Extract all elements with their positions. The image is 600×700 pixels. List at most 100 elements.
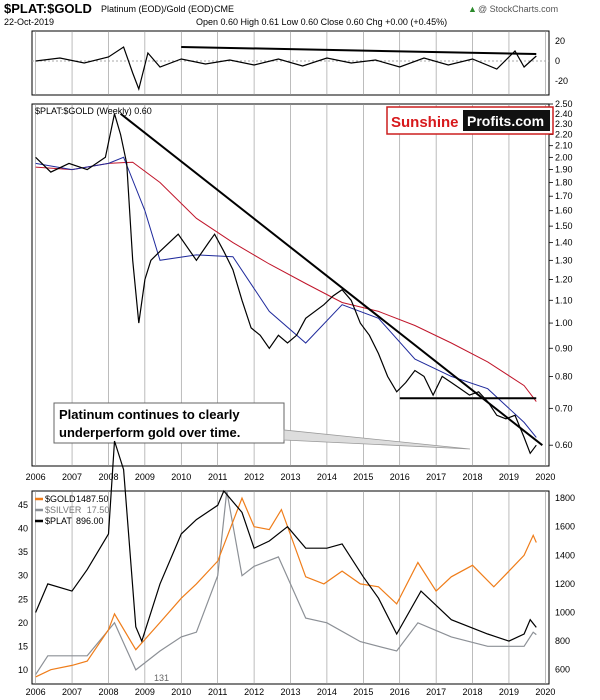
metals-right-tick-label: 1600 (555, 522, 575, 532)
ratio-tick-label: 1.10 (555, 295, 573, 305)
metals-x-tick-label: 2010 (171, 687, 191, 697)
legend-series-name: $SILVER (45, 505, 82, 515)
ratio-x-tick-label: 2011 (208, 472, 227, 482)
ratio-tick-label: 1.80 (555, 178, 573, 188)
callout-box (53, 402, 285, 444)
metals-right-tick-label: 1200 (555, 579, 575, 589)
metals-right-tick-label: 1800 (555, 493, 575, 503)
metals-legend: $GOLD 1487.50$SILVER 17.50 $PLAT 896.00 (35, 494, 109, 526)
callout-line-2: underperform gold over time. (59, 425, 240, 440)
metals-x-axis: 2006 2007 2008 2009 2010 2011 2012 2013 2014 2015… (26, 687, 556, 697)
metals-x-tick-label: 2008 (98, 687, 118, 697)
metals-right-tick-label: 1000 (555, 608, 575, 618)
logo-dark-block (463, 110, 550, 131)
logo-sunshine-text: Sunshine (391, 114, 459, 131)
metals-left-tick-label: 15 (18, 641, 28, 651)
ratio-panel-title: $PLAT:$GOLD (Weekly) 0.60 (35, 106, 152, 116)
momentum-tick-label: -20 (555, 76, 568, 86)
gold-series-line (35, 496, 537, 678)
ratio-tick-label: 0.90 (555, 343, 573, 353)
ratio-red-moving-average (35, 161, 537, 402)
metals-left-tick-label: 45 (18, 500, 28, 510)
metals-x-tick-label: 2006 (26, 687, 46, 697)
metals-right-y-axis: 1800 1600 1400 1200 1000 800 600 (555, 493, 575, 675)
ratio-tick-label: 2.50 (555, 99, 573, 109)
platinum-series-line (35, 440, 537, 643)
metals-left-tick-label: 40 (18, 524, 28, 534)
metals-left-tick-label: 25 (18, 594, 28, 604)
metals-low-annotation: 131 (154, 673, 169, 683)
metals-x-tick-label: 2014 (317, 687, 337, 697)
ratio-tick-label: 2.40 (555, 109, 573, 119)
underperform-callout: Platinum continues to clearly underperfo… (53, 402, 471, 450)
metals-x-tick-label: 2020 (535, 687, 555, 697)
exchange-label: CME (214, 4, 234, 14)
ratio-tick-label: 1.30 (555, 255, 573, 265)
ratio-trendlines (119, 112, 543, 446)
ratio-tick-label: 0.70 (555, 403, 573, 413)
ratio-tick-label: 1.00 (555, 318, 573, 328)
metals-left-tick-label: 20 (18, 618, 28, 628)
legend-series-name: $GOLD (45, 494, 76, 504)
ratio-x-tick-label: 2019 (499, 472, 519, 482)
symbol-description: Platinum (EOD)/Gold (EOD) (101, 4, 214, 14)
ratio-tick-label: 0.60 (555, 440, 573, 450)
ratio-tick-label: 2.20 (555, 130, 573, 140)
metals-x-tick-label: 2012 (244, 687, 264, 697)
momentum-y-axis: 20 0 -20 (555, 36, 568, 86)
metals-x-tick-label: 2007 (62, 687, 82, 697)
legend-series-value: 896.00 (76, 516, 104, 526)
ratio-x-axis: 2006 2007 2008 2009 2010 2011 2012 2013 2014 2015… (26, 472, 556, 482)
momentum-tick-label: 20 (555, 36, 565, 46)
logo-profits-text: Profits.com (467, 113, 544, 129)
ratio-tick-label: 1.20 (555, 274, 573, 284)
metals-x-tick-label: 2017 (426, 687, 446, 697)
metals-x-tick-label: 2011 (208, 687, 227, 697)
ratio-tick-label: 2.10 (555, 141, 573, 151)
ratio-blue-moving-average (35, 156, 537, 438)
ratio-x-tick-label: 2014 (317, 472, 337, 482)
ratio-x-tick-label: 2015 (353, 472, 373, 482)
metals-x-tick-label: 2009 (135, 687, 155, 697)
ratio-x-tick-label: 2020 (535, 472, 555, 482)
metals-left-tick-label: 10 (18, 665, 28, 675)
ratio-tick-label: 1.70 (555, 191, 573, 201)
metals-left-tick-label: 35 (18, 547, 28, 557)
metals-x-tick-label: 2013 (280, 687, 300, 697)
ratio-x-tick-label: 2007 (62, 472, 82, 482)
ratio-y-axis: 2.502.402.302.202.102.00 1.90 1.80 1.70 1.60… (549, 99, 573, 450)
ratio-tick-label: 1.50 (555, 221, 573, 231)
metals-right-tick-label: 1400 (555, 550, 575, 560)
metals-right-tick-label: 800 (555, 636, 570, 646)
ratio-x-tick-label: 2018 (463, 472, 483, 482)
metals-left-tick-label: 30 (18, 571, 28, 581)
silver-series-line (35, 490, 537, 675)
ratio-tick-label: 0.80 (555, 371, 573, 381)
sunshine-profits-logo: Sunshine Profits.com (386, 106, 554, 135)
ratio-tick-label: 1.90 (555, 165, 573, 175)
metals-x-tick-label: 2018 (463, 687, 483, 697)
ratio-x-tick-label: 2016 (390, 472, 410, 482)
ratio-tick-label: 1.60 (555, 206, 573, 216)
ratio-x-tick-label: 2006 (26, 472, 46, 482)
momentum-trendline (181, 46, 537, 55)
legend-series-name: $PLAT (45, 516, 72, 526)
metals-x-tick-label: 2016 (390, 687, 410, 697)
legend-series-value: 17.50 (87, 505, 110, 515)
watermark: @ StockCharts.com (478, 4, 558, 14)
ratio-x-tick-label: 2013 (280, 472, 300, 482)
year-gridlines (35, 31, 546, 684)
ratio-trendline (119, 112, 543, 446)
ratio-x-tick-label: 2009 (135, 472, 155, 482)
ratio-tick-label: 2.00 (555, 152, 573, 162)
metals-x-tick-label: 2019 (499, 687, 519, 697)
ratio-x-tick-label: 2008 (98, 472, 118, 482)
ratio-x-tick-label: 2012 (244, 472, 264, 482)
quote-line: Open 0.60 High 0.61 Low 0.60 Close 0.60 … (196, 17, 447, 27)
ratio-x-tick-label: 2017 (426, 472, 446, 482)
quote-arrow-icon: ▲ (468, 4, 477, 14)
date-label: 22-Oct-2019 (4, 17, 54, 27)
callout-pointer (283, 429, 471, 450)
ratio-x-tick-label: 2010 (171, 472, 191, 482)
